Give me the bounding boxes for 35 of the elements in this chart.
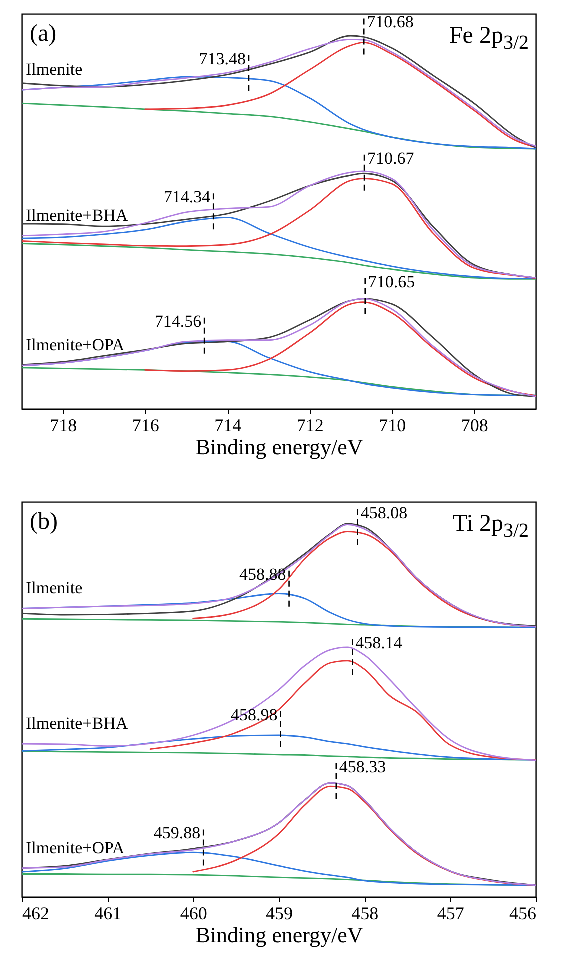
annotation: Fe 2p$_{3/2}$ — [449, 23, 529, 54]
x-tick-label: 714 — [214, 416, 242, 436]
series-label: Ilmenite+OPA — [26, 838, 126, 858]
x-tick-label: 712 — [296, 416, 324, 436]
annotation: 714.34 — [164, 188, 212, 207]
series-label: Ilmenite+BHA — [26, 206, 129, 225]
x-tick-label: 710 — [379, 416, 406, 436]
annotation: Ti 2p$_{3/2}$ — [452, 511, 529, 542]
annotation: 714.56 — [154, 312, 202, 331]
x-tick-label: 716 — [132, 416, 160, 436]
annotation: 713.48 — [199, 49, 246, 68]
x-tick-label: 459 — [266, 904, 293, 924]
chart-title: (b) — [30, 509, 58, 535]
series-label: Ilmenite+BHA — [26, 714, 129, 734]
x-tick-label: 708 — [461, 416, 488, 436]
annotation: 458.14 — [356, 634, 403, 652]
annotation: 458.33 — [339, 757, 386, 776]
series-label: Ilmenite — [26, 60, 83, 80]
x-tick-label: 462 — [22, 904, 50, 924]
x-axis-title: Binding energy/eV — [196, 922, 364, 948]
x-tick-label: 458 — [352, 904, 379, 924]
x-tick-label: 460 — [180, 904, 208, 924]
series-label: Ilmenite+OPA — [26, 336, 126, 355]
annotation: 458.08 — [360, 503, 408, 522]
x-axis-title: Binding energy/eV — [196, 434, 364, 460]
annotation: 710.65 — [368, 272, 416, 292]
chart-title: (a) — [30, 21, 57, 47]
x-tick-label: 457 — [437, 904, 464, 924]
annotation: 710.67 — [368, 148, 415, 168]
x-tick-label: 456 — [510, 904, 536, 924]
x-tick-label: 718 — [50, 416, 78, 436]
x-tick-label: 461 — [94, 904, 122, 924]
annotation: 459.88 — [154, 824, 201, 843]
annotation: 710.68 — [367, 12, 414, 32]
series-label: Ilmenite — [26, 578, 83, 598]
